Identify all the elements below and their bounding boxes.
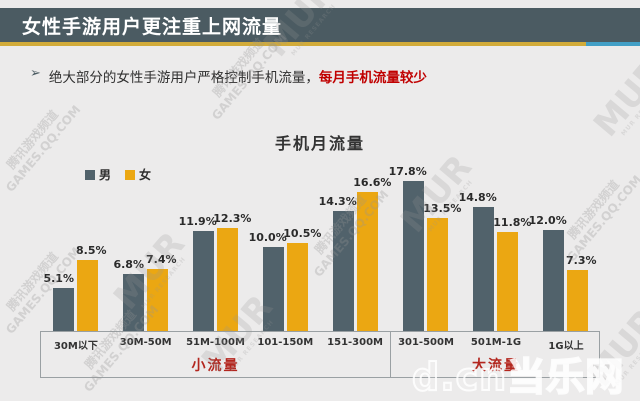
bar-chart: 手机月流量 男 女 5.1% 8.5% 6.8% 7.4% 11.9% 12.3% 10.0… [0, 120, 640, 382]
value-label: 8.5% [76, 243, 107, 257]
bar-group: 14.3% 16.6% [319, 120, 391, 331]
bar-male: 11.9% [179, 215, 217, 331]
value-label: 10.5% [283, 226, 322, 240]
bar-female: 10.5% [283, 227, 321, 331]
category-label: 30M-50M [119, 337, 172, 348]
bullet-line: ➢ 绝大部分的女性手游用户严格控制手机流量，每月手机流量较少 [30, 66, 610, 86]
chart-legend: 男 女 [85, 166, 151, 183]
bar-male: 14.8% [459, 191, 497, 331]
slide-title: 女性手游用户更注重上网流量 [22, 15, 283, 38]
slide-title-banner: 女性手游用户更注重上网流量 [0, 8, 640, 42]
category-label: 301-500M [398, 337, 454, 348]
bar-female: 7.4% [146, 253, 177, 331]
value-label: 16.6% [353, 175, 392, 189]
category-axis: 30M以下 30M-50M 51M-100M 101-150M 151-300M 小流量 3… [40, 332, 600, 378]
group-range-label: 大流量 [472, 358, 520, 374]
value-label: 6.8% [113, 257, 144, 271]
bullet-text: 绝大部分的女性手游用户严格控制手机流量，每月手机流量较少 [48, 70, 427, 86]
value-label: 11.9% [178, 215, 217, 229]
value-label: 14.8% [458, 190, 497, 204]
category-group: 30M以下 30M-50M 51M-100M 101-150M 151-300M 小流量 [41, 332, 391, 377]
male-swatch-icon [85, 169, 95, 180]
bar-male: 14.3% [319, 195, 357, 331]
category-label: 101-150M [257, 337, 314, 348]
value-label: 12.0% [528, 214, 567, 228]
value-label: 11.8% [493, 215, 532, 229]
category-group: 301-500M 501M-1G 1G以上大流量 [391, 332, 601, 377]
bar-group: 17.8% 13.5% [389, 120, 461, 331]
value-label: 13.5% [423, 201, 462, 215]
bar-male: 6.8% [113, 258, 144, 331]
legend-item-female: 女 [125, 166, 151, 183]
bar-group: 12.0% 7.3% [529, 120, 600, 331]
value-label: 14.3% [318, 194, 357, 208]
accent-blue-segment [586, 42, 640, 46]
category-label: 151-300M [327, 337, 384, 348]
bar-male: 17.8% [389, 165, 427, 331]
bar-female: 8.5% [76, 244, 107, 331]
chart-title: 手机月流量 [274, 134, 365, 153]
plot-area: 5.1% 8.5% 6.8% 7.4% 11.9% 12.3% 10.0% 10.5% 14.3… [40, 120, 600, 332]
accent-yellow-segment [0, 42, 586, 46]
bar-group: 6.8% 7.4% [110, 120, 180, 331]
bar-male: 5.1% [43, 272, 74, 331]
category-label: 30M以下 [53, 341, 98, 352]
value-label: 7.4% [146, 252, 177, 266]
bar-male: 12.0% [529, 214, 567, 331]
bar-group: 14.8% 11.8% [459, 120, 531, 331]
category-label: 1G以上 [548, 341, 584, 352]
banner-accent-line [0, 42, 640, 46]
bar-group: 10.0% 10.5% [249, 120, 321, 331]
value-label: 10.0% [248, 231, 287, 244]
bar-group: 11.9% 12.3% [179, 120, 251, 331]
bullet-highlight: 每月手机流量较少 [318, 70, 427, 86]
bar-female: 12.3% [213, 212, 251, 331]
bar-female: 7.3% [566, 254, 597, 331]
bullet-arrow-icon: ➢ [30, 66, 41, 81]
group-range-label: 小流量 [191, 358, 240, 374]
legend-label-male: 男 [99, 168, 112, 182]
bar-female: 13.5% [423, 202, 461, 331]
legend-item-male: 男 [85, 166, 111, 183]
bar-group: 5.1% 8.5% [40, 120, 110, 331]
value-label: 17.8% [388, 165, 427, 179]
category-label: 501M-1G [470, 337, 522, 348]
legend-label-female: 女 [139, 168, 152, 182]
value-label: 7.3% [566, 253, 597, 267]
value-label: 12.3% [213, 211, 252, 225]
bar-female: 11.8% [493, 216, 531, 331]
female-swatch-icon [125, 169, 136, 180]
bar-male: 10.0% [249, 231, 287, 331]
value-label: 5.1% [43, 272, 74, 286]
bar-female: 16.6% [353, 176, 391, 331]
category-label: 51M-100M [186, 337, 245, 348]
